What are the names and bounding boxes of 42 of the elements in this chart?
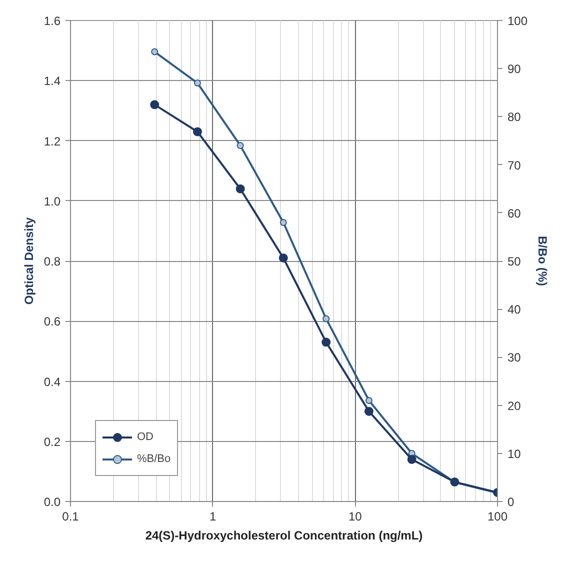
- point: [236, 142, 244, 150]
- y-tick-label: 0.2: [44, 434, 61, 449]
- y-tick-label: 0.6: [44, 314, 61, 329]
- legend-label: %B/Bo: [137, 453, 171, 465]
- y2-tick-label: 20: [508, 398, 522, 413]
- point: [194, 80, 201, 87]
- y-tick-label: 0.4: [44, 374, 61, 389]
- y2-tick-label: 0: [508, 495, 514, 509]
- y-tick-label: 1.4: [44, 74, 61, 88]
- point: [192, 127, 202, 136]
- point: [278, 254, 288, 262]
- y2-tick-label: 50: [508, 254, 522, 268]
- y2-tick-label: 90: [508, 62, 522, 76]
- y-tick-label: 1.2: [44, 134, 61, 148]
- point: [364, 406, 374, 416]
- y-tick-label: 0.0: [44, 495, 61, 509]
- y2-axis-title: B/Bo (%): [536, 236, 550, 286]
- x-axis-title: 24(S)-Hydroxycholesterol Concentration (ng/mL): [145, 528, 423, 542]
- x-tick-label: 10: [348, 510, 362, 524]
- point: [407, 454, 416, 464]
- point: [151, 48, 158, 56]
- y-tick-label: 0.8: [44, 254, 61, 268]
- y2-tick-label: 30: [508, 350, 522, 365]
- y2-tick-label: 70: [508, 158, 522, 172]
- point: [150, 100, 160, 110]
- y2-tick-label: 60: [508, 206, 522, 220]
- point: [322, 338, 331, 347]
- y2-tick-label: 10: [508, 446, 522, 461]
- y-tick-label: 1.0: [44, 194, 61, 208]
- y2-tick-label: 40: [508, 302, 522, 317]
- point: [365, 396, 372, 404]
- x-tick-label: 0.1: [62, 510, 80, 524]
- x-tick-label: 1: [209, 510, 216, 524]
- y-axis-title: Optical Density: [22, 216, 36, 305]
- y2-tick-label: 80: [508, 110, 522, 124]
- y-tick-label: 1.6: [44, 14, 61, 28]
- point: [236, 184, 245, 194]
- x-tick-label: 100: [487, 510, 508, 524]
- point: [280, 219, 287, 226]
- point: [322, 315, 330, 322]
- y2-tick-label: 100: [508, 14, 528, 28]
- legend-label: OD: [137, 431, 154, 443]
